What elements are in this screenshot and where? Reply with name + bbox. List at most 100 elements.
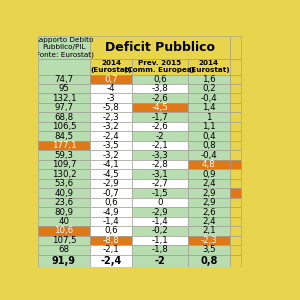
- Text: 0,8: 0,8: [200, 256, 218, 266]
- Text: -4,9: -4,9: [103, 208, 119, 217]
- Bar: [90, 179, 132, 188]
- Bar: [90, 188, 132, 198]
- Bar: [230, 131, 241, 141]
- Text: -2,4: -2,4: [103, 132, 119, 141]
- Text: 2,9: 2,9: [202, 188, 215, 197]
- Bar: [132, 226, 188, 236]
- Text: -2,6: -2,6: [152, 94, 168, 103]
- Text: -1,7: -1,7: [152, 113, 168, 122]
- Bar: [132, 160, 188, 169]
- Text: 1,4: 1,4: [202, 103, 216, 112]
- Bar: [230, 236, 241, 245]
- Bar: [132, 74, 188, 84]
- Bar: [90, 150, 132, 160]
- Bar: [90, 169, 132, 179]
- Bar: [38, 188, 90, 198]
- Bar: [38, 112, 90, 122]
- Text: -2: -2: [156, 132, 164, 141]
- Text: -2,6: -2,6: [152, 122, 168, 131]
- Bar: [230, 36, 241, 59]
- Text: Rapporto Debito
Pubblico/PIL
(Fonte: Eurostat): Rapporto Debito Pubblico/PIL (Fonte: Eur…: [33, 37, 94, 58]
- Bar: [132, 245, 188, 255]
- Bar: [90, 84, 132, 94]
- Bar: [132, 179, 188, 188]
- Text: -2,1: -2,1: [152, 141, 168, 150]
- Bar: [188, 226, 230, 236]
- Bar: [132, 217, 188, 226]
- Bar: [230, 255, 241, 267]
- Bar: [132, 122, 188, 131]
- Bar: [188, 74, 230, 84]
- Text: -1,4: -1,4: [152, 217, 168, 226]
- Bar: [38, 103, 90, 112]
- Text: 109,7: 109,7: [52, 160, 76, 169]
- Bar: [90, 122, 132, 131]
- Bar: [188, 217, 230, 226]
- Bar: [230, 84, 241, 94]
- Text: -2,7: -2,7: [152, 179, 168, 188]
- Text: -4,5: -4,5: [103, 169, 119, 178]
- Text: -3,2: -3,2: [103, 151, 119, 160]
- Bar: [188, 179, 230, 188]
- Text: -4: -4: [107, 84, 116, 93]
- Bar: [230, 103, 241, 112]
- Bar: [90, 217, 132, 226]
- Text: 177,1: 177,1: [52, 141, 76, 150]
- Bar: [38, 131, 90, 141]
- Bar: [230, 198, 241, 207]
- Bar: [188, 169, 230, 179]
- Bar: [230, 169, 241, 179]
- Bar: [132, 94, 188, 103]
- Bar: [38, 236, 90, 245]
- Text: -2,9: -2,9: [103, 179, 119, 188]
- Bar: [38, 255, 90, 267]
- Text: Prev. 2015
(Comm. Europea): Prev. 2015 (Comm. Europea): [124, 60, 196, 73]
- Text: -5,8: -5,8: [103, 103, 119, 112]
- Text: 1: 1: [206, 113, 212, 122]
- Bar: [188, 59, 230, 74]
- Bar: [188, 122, 230, 131]
- Text: 2,6: 2,6: [202, 208, 216, 217]
- Text: 3,5: 3,5: [202, 245, 216, 254]
- Bar: [90, 198, 132, 207]
- Bar: [90, 236, 132, 245]
- Bar: [38, 59, 90, 74]
- Bar: [38, 169, 90, 179]
- Text: -1,8: -1,8: [152, 245, 168, 254]
- Text: -0,4: -0,4: [200, 94, 217, 103]
- Bar: [132, 169, 188, 179]
- Text: 130,2: 130,2: [52, 169, 76, 178]
- Bar: [90, 141, 132, 150]
- Bar: [38, 36, 90, 59]
- Bar: [132, 255, 188, 267]
- Bar: [132, 236, 188, 245]
- Text: 40,9: 40,9: [54, 188, 73, 197]
- Text: 68,8: 68,8: [54, 113, 74, 122]
- Bar: [188, 188, 230, 198]
- Text: 0,2: 0,2: [202, 84, 216, 93]
- Bar: [230, 160, 241, 169]
- Bar: [132, 84, 188, 94]
- Bar: [230, 59, 241, 74]
- Bar: [230, 245, 241, 255]
- Text: 0,6: 0,6: [104, 198, 118, 207]
- Text: 95: 95: [58, 84, 69, 93]
- Text: -2,8: -2,8: [152, 160, 168, 169]
- Bar: [90, 94, 132, 103]
- Text: -4,5: -4,5: [152, 103, 168, 112]
- Text: 2,1: 2,1: [202, 226, 216, 236]
- Text: 0: 0: [157, 198, 163, 207]
- Text: 80,9: 80,9: [54, 208, 73, 217]
- Text: -1,4: -1,4: [103, 217, 119, 226]
- Text: -1,5: -1,5: [152, 188, 168, 197]
- Bar: [132, 207, 188, 217]
- Bar: [230, 217, 241, 226]
- Text: -3,1: -3,1: [152, 169, 168, 178]
- Text: 0,4: 0,4: [202, 132, 216, 141]
- Bar: [38, 217, 90, 226]
- Bar: [38, 179, 90, 188]
- Text: 2014
(Eurostat): 2014 (Eurostat): [188, 60, 230, 73]
- Bar: [132, 131, 188, 141]
- Text: Deficit Pubblico: Deficit Pubblico: [105, 41, 215, 54]
- Text: -3: -3: [107, 94, 116, 103]
